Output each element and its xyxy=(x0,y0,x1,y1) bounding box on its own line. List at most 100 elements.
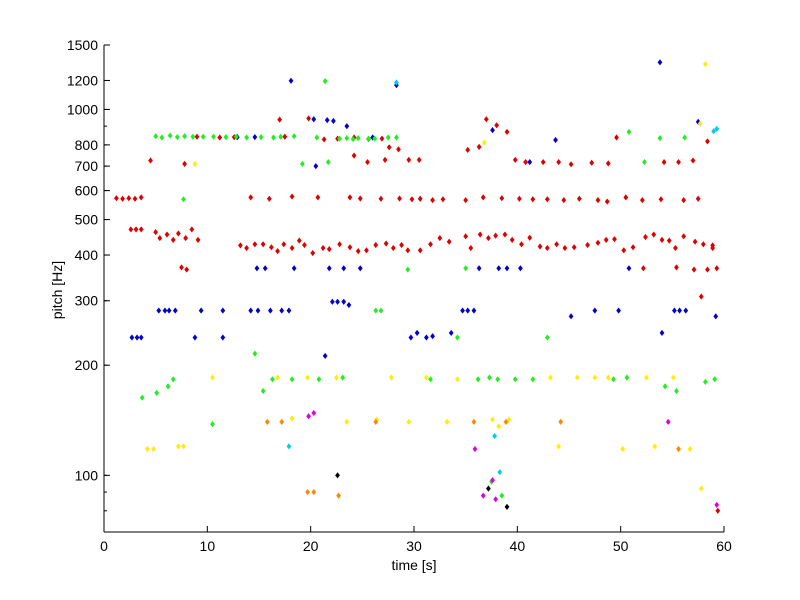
data-point-cyan xyxy=(286,443,292,450)
data-point-red xyxy=(493,232,499,239)
data-point-red xyxy=(502,231,508,238)
data-point-red xyxy=(714,265,720,272)
data-point-orange xyxy=(676,445,681,453)
data-point-red xyxy=(355,248,361,255)
plot-area xyxy=(104,45,724,532)
data-point-green xyxy=(512,376,518,383)
data-point-red xyxy=(409,196,415,203)
data-point-red xyxy=(700,241,706,248)
data-point-red xyxy=(406,156,412,163)
data-point-red xyxy=(364,247,369,254)
data-point-green xyxy=(210,421,215,428)
data-point-red xyxy=(486,235,491,242)
data-point-green xyxy=(258,134,264,141)
axis-labels: 0 10 20 30 40 50 60 100 200 300 400 500 600 700 800 100… xyxy=(49,37,732,573)
data-point-red xyxy=(673,244,678,252)
data-point-green xyxy=(153,133,159,140)
data-point-blue xyxy=(329,298,335,305)
data-point-yellow xyxy=(406,418,412,425)
data-point-red xyxy=(605,160,611,167)
data-point-green xyxy=(495,376,501,383)
data-point-red xyxy=(289,193,295,200)
data-point-red xyxy=(614,134,619,141)
data-point-magenta xyxy=(665,418,671,425)
data-point-blue xyxy=(324,117,330,124)
data-point-red xyxy=(382,156,388,163)
data-point-blue xyxy=(504,265,510,272)
data-point-red xyxy=(623,194,629,201)
data-point-blue xyxy=(496,265,502,272)
data-point-magenta xyxy=(714,501,720,509)
data-point-red xyxy=(386,144,392,151)
data-point-red xyxy=(179,264,184,271)
data-point-red xyxy=(509,236,515,243)
data-point-red xyxy=(658,196,664,203)
data-point-blue xyxy=(162,307,168,314)
data-point-green xyxy=(355,134,361,142)
data-point-green xyxy=(316,376,322,383)
data-point-red xyxy=(244,244,249,252)
data-point-red xyxy=(120,195,125,202)
data-point-red xyxy=(183,235,189,242)
data-point-blue xyxy=(408,334,414,341)
axes xyxy=(103,44,725,533)
data-point-yellow xyxy=(490,416,495,423)
data-point-blue xyxy=(313,163,319,170)
data-point-green xyxy=(289,376,295,383)
data-point-orange xyxy=(503,418,509,425)
data-point-green xyxy=(174,134,180,141)
data-point-green xyxy=(154,389,160,396)
data-point-green xyxy=(211,133,216,140)
data-point-green xyxy=(340,374,346,381)
x-tick-label: 0 xyxy=(100,538,108,554)
data-point-blue xyxy=(414,329,420,337)
data-point-red xyxy=(630,244,636,251)
data-point-orange xyxy=(471,418,477,425)
data-point-yellow xyxy=(289,415,295,422)
data-point-red xyxy=(128,226,134,233)
data-point-red xyxy=(476,143,482,150)
data-point-red xyxy=(643,233,648,241)
data-point-red xyxy=(260,241,266,248)
data-point-red xyxy=(571,244,577,251)
data-point-green xyxy=(300,160,305,167)
data-point-blue xyxy=(424,334,429,341)
data-point-cyan xyxy=(497,469,503,476)
data-point-red xyxy=(589,159,595,166)
data-point-red xyxy=(463,197,469,204)
data-point-blue xyxy=(592,307,598,314)
data-point-green xyxy=(703,378,708,386)
data-point-blue xyxy=(527,158,533,166)
data-point-green xyxy=(190,133,196,140)
data-point-red xyxy=(157,235,163,242)
data-point-red xyxy=(595,197,601,204)
data-point-red xyxy=(321,136,327,143)
data-point-red xyxy=(710,242,716,249)
data-point-green xyxy=(200,133,206,140)
data-point-green xyxy=(182,133,187,140)
data-point-blue xyxy=(448,329,454,337)
data-point-green xyxy=(278,133,284,140)
data-point-yellow xyxy=(644,374,649,381)
data-point-red xyxy=(585,241,590,249)
data-point-yellow xyxy=(605,374,611,381)
data-point-blue xyxy=(326,265,332,272)
data-point-yellow xyxy=(334,374,339,381)
data-point-red xyxy=(390,244,396,252)
data-point-red xyxy=(347,194,353,201)
data-point-red xyxy=(153,229,159,236)
data-point-red xyxy=(416,156,422,163)
data-point-green xyxy=(674,387,679,395)
x-tick-label: 50 xyxy=(613,538,629,554)
data-point-yellow xyxy=(176,443,181,450)
x-tick-label: 40 xyxy=(510,538,526,554)
data-point-red xyxy=(695,195,701,202)
data-point-red xyxy=(296,237,302,244)
data-point-red xyxy=(681,197,687,204)
data-point-red xyxy=(621,247,627,254)
data-point-green xyxy=(314,134,320,141)
data-point-red xyxy=(468,244,474,252)
data-point-orange xyxy=(373,418,379,425)
data-point-blue xyxy=(198,307,204,314)
